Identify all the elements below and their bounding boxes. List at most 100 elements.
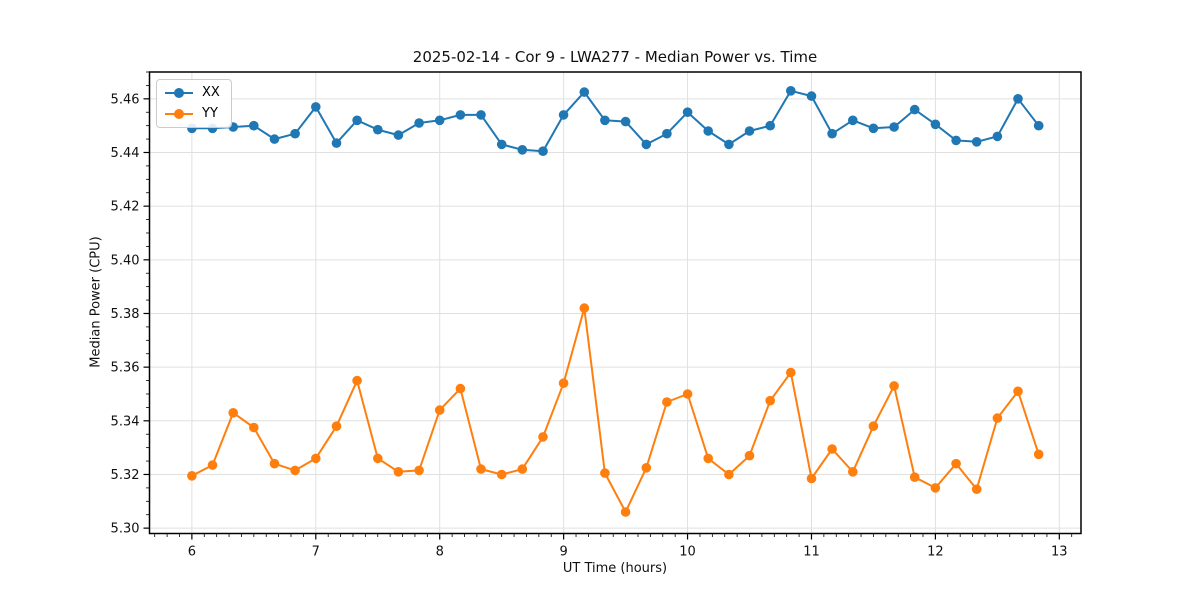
data-point: [311, 102, 321, 112]
x-axis-label: UT Time (hours): [562, 561, 668, 576]
data-point: [455, 110, 466, 120]
data-point: [951, 135, 961, 146]
data-point: [930, 119, 941, 130]
data-point: [744, 450, 755, 461]
data-point: [600, 115, 610, 126]
data-point: [373, 453, 383, 464]
data-point: [579, 303, 590, 313]
y-tick-label: 5.30: [111, 522, 140, 537]
data-point: [889, 381, 899, 391]
data-point: [827, 128, 837, 139]
data-point: [786, 367, 796, 378]
y-tick-label: 5.44: [111, 146, 140, 161]
data-point: [662, 128, 672, 139]
legend: XX YY: [156, 79, 232, 128]
data-point: [806, 91, 817, 101]
series-yy: [187, 303, 1044, 517]
data-point: [765, 395, 775, 406]
data-point: [517, 464, 528, 474]
data-point: [909, 104, 920, 115]
series-line-yy: [190, 307, 1040, 513]
data-point: [207, 460, 218, 470]
data-point: [579, 87, 590, 97]
data-point: [641, 463, 652, 473]
data-point: [373, 124, 383, 135]
data-point: [889, 122, 899, 132]
data-point: [393, 130, 404, 140]
x-tick-label: 11: [803, 545, 820, 560]
data-point: [620, 507, 631, 517]
data-point: [992, 413, 1003, 423]
data-point: [868, 421, 879, 432]
data-point: [703, 453, 713, 464]
data-point: [951, 458, 961, 469]
data-point: [249, 120, 259, 131]
grid-lines: [149, 72, 1081, 534]
data-point: [228, 408, 238, 418]
x-tick-label: 6: [188, 545, 196, 560]
data-point: [331, 421, 342, 432]
tick-labels: 6 7 8 9 10 11 12 13 5.30 5.32 5.34 5.36 5.38 5.40 5.42…: [111, 92, 1068, 559]
data-point: [290, 128, 300, 139]
plot-border: [148, 71, 1082, 535]
data-point: [868, 123, 879, 134]
x-tick-label: 9: [559, 545, 567, 560]
y-tick-label: 5.38: [111, 307, 140, 322]
y-tick-label: 5.36: [111, 361, 140, 376]
y-tick-label: 5.32: [111, 468, 140, 483]
data-point: [662, 397, 672, 407]
data-point: [848, 467, 858, 477]
data-point: [517, 145, 528, 155]
data-point: [476, 464, 486, 474]
data-point: [930, 483, 941, 493]
data-point: [827, 444, 837, 454]
data-point: [538, 146, 548, 156]
data-point: [269, 458, 280, 469]
data-point: [434, 405, 445, 415]
data-point: [724, 139, 734, 150]
data-point: [724, 469, 734, 480]
data-point: [1013, 94, 1023, 104]
data-point: [848, 115, 858, 126]
series-line-xx: [190, 89, 1040, 153]
y-tick-label: 5.42: [111, 200, 140, 215]
legend-label-xx: XX: [202, 85, 220, 100]
data-point: [187, 471, 197, 481]
data-point: [600, 468, 610, 478]
y-tick-label: 5.34: [111, 414, 140, 429]
line-marker-swatch-yy-icon: [165, 109, 193, 120]
y-tick-label: 5.40: [111, 253, 140, 268]
legend-item-yy: YY: [165, 107, 220, 121]
data-point: [331, 138, 342, 148]
x-tick-label: 13: [1051, 545, 1068, 560]
data-point: [352, 375, 362, 386]
data-point: [393, 467, 404, 477]
data-point: [620, 116, 631, 127]
x-tick-label: 8: [436, 545, 444, 560]
data-point: [682, 107, 693, 117]
data-point: [703, 126, 713, 136]
data-point: [558, 378, 569, 389]
major-ticks: [143, 98, 1060, 540]
legend-label-yy: YY: [202, 106, 218, 121]
data-point: [765, 120, 775, 131]
data-point: [744, 126, 755, 136]
y-tick-label: 5.46: [111, 92, 140, 107]
data-point: [311, 453, 321, 464]
data-point: [1033, 449, 1044, 460]
data-point: [1013, 386, 1023, 397]
data-point: [414, 118, 424, 128]
data-point: [909, 472, 920, 483]
data-point: [434, 115, 445, 126]
data-point: [538, 432, 548, 442]
data-point: [352, 115, 362, 126]
data-point: [786, 86, 796, 96]
series-xx: [187, 86, 1044, 156]
data-point: [269, 134, 280, 144]
data-point: [249, 422, 259, 433]
x-tick-label: 12: [927, 545, 944, 560]
line-marker-swatch-xx-icon: [165, 88, 193, 99]
data-point: [971, 484, 982, 495]
y-axis-label: Median Power (CPU): [88, 236, 104, 368]
